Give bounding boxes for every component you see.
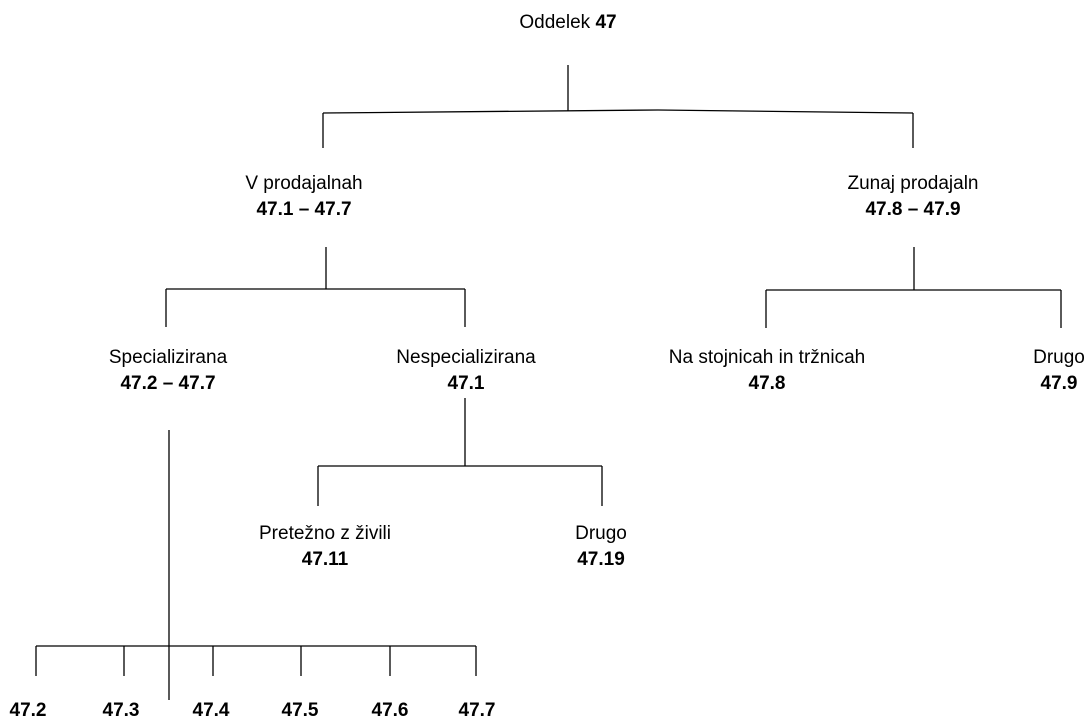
node-label: Na stojnicah in tržnicah — [669, 347, 865, 368]
node-label: Drugo — [1033, 347, 1085, 368]
node-code: 47.2 — [10, 700, 47, 720]
node-code: 47.4 — [193, 700, 230, 720]
node-code: 47.11 — [302, 549, 349, 570]
node-label: Nespecializirana — [396, 347, 536, 368]
node-code: 47.1 – 47.7 — [256, 199, 351, 220]
node-code: 47.19 — [577, 549, 625, 570]
connector — [657, 109, 914, 114]
node-code: 47.7 — [459, 700, 496, 720]
node-label: Pretežno z živili — [259, 523, 391, 544]
node-code: 47 — [595, 12, 616, 33]
node-code: 47.8 – 47.9 — [865, 199, 960, 220]
node-label: Zunaj prodajaln — [848, 173, 979, 194]
node-label: Specializirana — [109, 347, 228, 368]
node-label: V prodajalnah — [245, 173, 362, 194]
node-code: 47.6 — [372, 700, 409, 720]
node-label: Oddelek — [519, 12, 590, 33]
node-label: Drugo — [575, 523, 627, 544]
node-code: 47.2 – 47.7 — [120, 373, 215, 394]
node-code: 47.3 — [103, 700, 140, 720]
node-code: 47.9 — [1041, 373, 1078, 394]
node-code: 47.8 — [749, 373, 786, 394]
connector — [322, 109, 659, 114]
root-node: Oddelek 47 — [519, 12, 616, 33]
node-code: 47.1 — [448, 373, 485, 394]
connectors — [35, 65, 1062, 700]
node-code: 47.5 — [282, 700, 319, 720]
